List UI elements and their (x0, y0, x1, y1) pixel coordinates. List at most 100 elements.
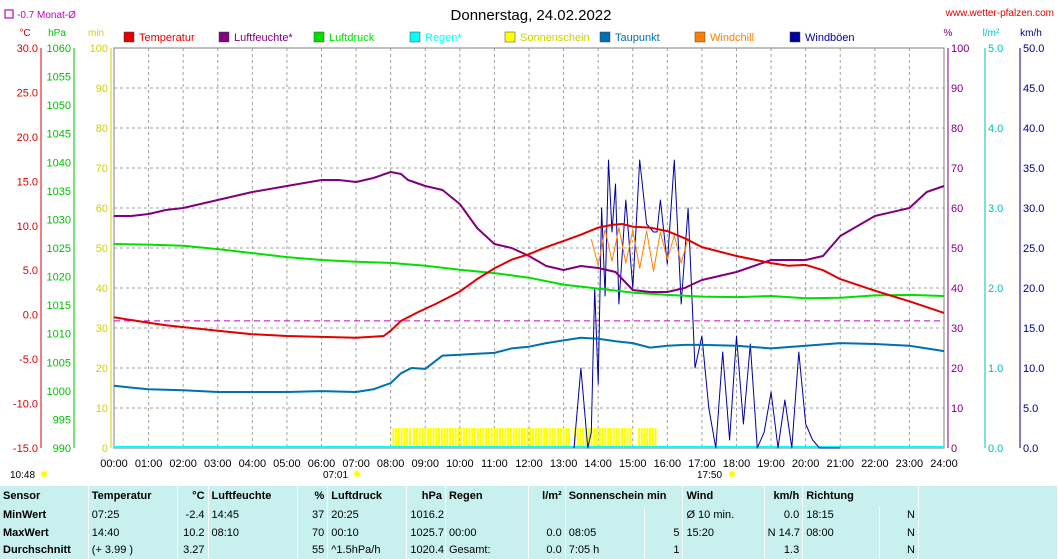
wind-tick-label: 5.0 (1023, 403, 1038, 415)
stats-cell-sun-time (565, 506, 645, 525)
stats-cell-dir-time: 08:00 (802, 524, 881, 542)
sunshine-bar (585, 428, 588, 448)
sun-tick-label: 70 (96, 163, 108, 175)
sunshine-bar (413, 428, 416, 448)
sunshine-bar (449, 428, 452, 448)
humidity-tick-label: 40 (951, 283, 963, 295)
wind-tick-label: 50.0 (1023, 43, 1044, 55)
wind-tick-label: 0.0 (1023, 443, 1038, 455)
x-tick-label: 18:00 (723, 458, 751, 470)
sunshine-bar (618, 428, 621, 448)
sunshine-bar (601, 428, 604, 448)
weather-chart: Donnerstag, 24.02.2022 www.wetter-pfalze… (4, 7, 1054, 481)
rain-tick-label: 2.0 (988, 283, 1003, 295)
sunshine-bar (554, 428, 557, 448)
sun-tick-label: 80 (96, 123, 108, 135)
stats-cell-rain-time: Gesamt: (445, 541, 530, 559)
rain-unit: l/m² (983, 28, 1000, 39)
sunshine-bar (395, 428, 398, 448)
sunshine-bar (576, 428, 579, 448)
stats-cell-wind-val: 0.0 (764, 506, 804, 525)
stats-cell-spacer (918, 506, 1058, 525)
series-windben (573, 159, 841, 449)
pressure-tick-label: 1010 (47, 329, 71, 341)
sunshine-bar (521, 428, 524, 448)
temp-tick-label: 25.0 (17, 87, 38, 99)
humidity-tick-label: 60 (951, 203, 963, 215)
sunshine-bar (523, 428, 526, 448)
sunshine-bar (474, 428, 477, 448)
header-press-unit: hPa (406, 486, 446, 507)
humidity-tick-label: 20 (951, 363, 963, 375)
x-tick-label: 20:00 (792, 458, 820, 470)
wind-tick-label: 40.0 (1023, 123, 1044, 135)
sunshine-bar (598, 428, 601, 448)
legend-label: Regen* (425, 32, 462, 44)
sunshine-bar (509, 428, 512, 448)
wind-unit: km/h (1020, 28, 1042, 39)
legend-label: Windböen (805, 32, 855, 44)
rain-tick-label: 1.0 (988, 363, 1003, 375)
header-hum-unit: % (297, 486, 329, 507)
stats-row: MinWert 07:25 -2.4 14:45 37 20:25 1016.2 Ø 10 m… (0, 506, 1058, 525)
sunshine-bar (471, 428, 474, 448)
daylength-label: 10:48 (10, 470, 35, 481)
sunrise-icon (354, 471, 360, 477)
sunshine-bar (651, 428, 654, 448)
stats-cell-press-val: 1016.2 (406, 506, 446, 525)
wind-tick-label: 45.0 (1023, 83, 1044, 95)
sunshine-bar (462, 428, 465, 448)
sunshine-bar (562, 428, 565, 448)
header-temperatur: Temperatur (88, 486, 179, 507)
humidity-tick-label: 0 (951, 443, 957, 455)
pressure-tick-label: 1040 (47, 157, 71, 169)
sunshine-bar (501, 428, 504, 448)
sunshine-bar (392, 428, 395, 448)
legend-swatch (599, 31, 611, 43)
sunshine-bar (604, 428, 607, 448)
sunshine-bar (532, 428, 535, 448)
sunshine-bar (418, 428, 421, 448)
sunshine-bar (626, 428, 629, 448)
x-tick-label: 08:00 (377, 458, 405, 470)
stats-cell-dir-val: N (879, 541, 919, 559)
stats-cell-rain-val: 0.0 (528, 541, 566, 559)
site-url[interactable]: www.wetter-pfalzen.com (945, 8, 1054, 19)
x-tick-label: 23:00 (896, 458, 924, 470)
x-tick-label: 21:00 (826, 458, 854, 470)
legend-label: Taupunkt (615, 32, 660, 44)
legend-label: Sonnenschein (520, 32, 590, 44)
stats-cell-press-time: 00:10 (327, 524, 408, 542)
sunshine-bar (526, 428, 529, 448)
stats-cell-sun-time: 08:05 (565, 524, 645, 542)
stats-cell-hum-val: 55 (297, 541, 329, 559)
sunshine-bar (438, 428, 441, 448)
sunshine-bar (490, 428, 493, 448)
sunshine-bar (529, 428, 532, 448)
legend-swatch (694, 31, 706, 43)
stats-cell-press-time: 20:25 (327, 506, 408, 525)
stats-cell-rain-time: 00:00 (445, 524, 530, 542)
sunshine-bar (629, 428, 632, 448)
stats-cell-rain-val (528, 506, 566, 525)
stats-cell-label: MinWert (0, 506, 89, 525)
chart-title: Donnerstag, 24.02.2022 (451, 7, 612, 24)
sunshine-bar (408, 428, 411, 448)
pressure-tick-label: 1020 (47, 272, 71, 284)
sunshine-bar (400, 428, 403, 448)
stats-cell-spacer (918, 541, 1058, 559)
sunshine-bar (643, 428, 646, 448)
sun-tick-label: 20 (96, 363, 108, 375)
pressure-tick-label: 1060 (47, 43, 71, 55)
sunshine-bar (515, 428, 518, 448)
pressure-tick-label: 1025 (47, 243, 71, 255)
sunshine-bar (587, 428, 590, 448)
x-tick-label: 10:00 (446, 458, 474, 470)
temp-tick-label: -5.0 (19, 354, 38, 366)
x-tick-label: 17:00 (688, 458, 716, 470)
humidity-tick-label: 50 (951, 243, 963, 255)
sunshine-bar (557, 428, 560, 448)
stats-cell-wind-time (682, 541, 765, 559)
series-luftfeuchte (114, 171, 945, 293)
percent-unit: % (944, 28, 953, 39)
